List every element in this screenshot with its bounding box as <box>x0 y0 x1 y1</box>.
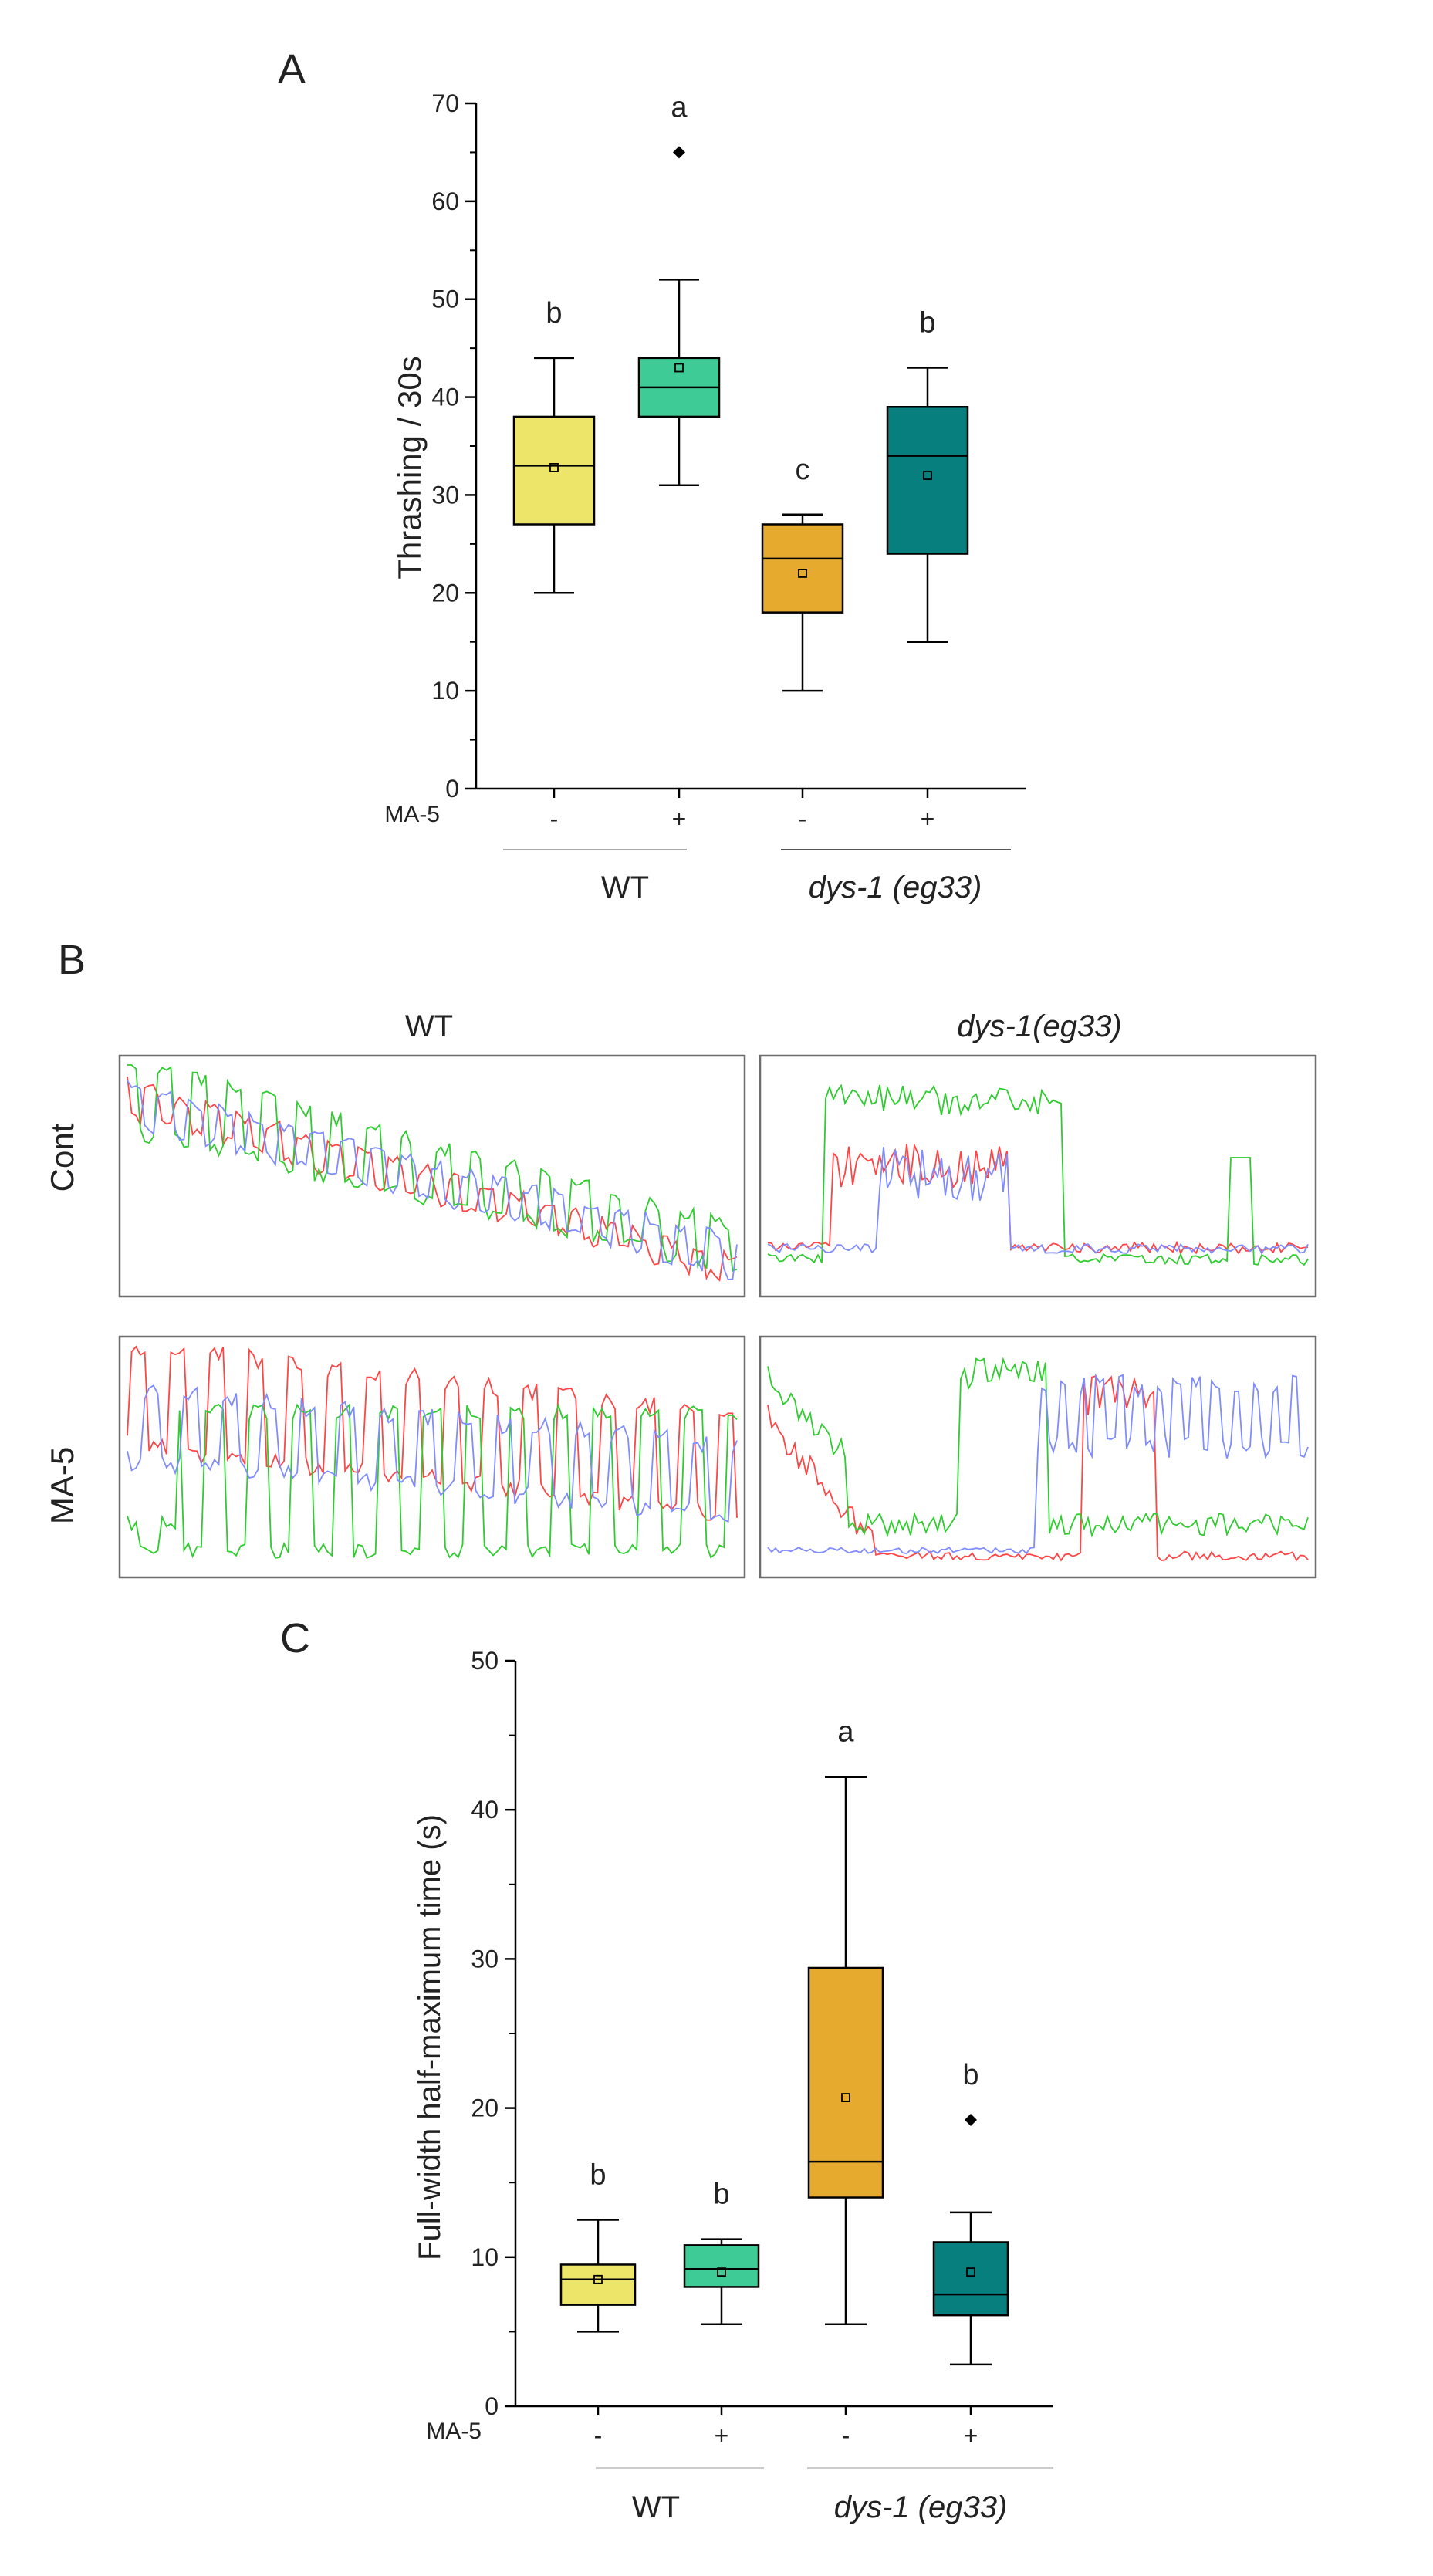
panel-a-group-label-dys1: dys-1 (eg33) <box>809 870 982 904</box>
significance-letter: c <box>796 454 810 486</box>
panel-c-treatment-label-2: + <box>715 2422 729 2449</box>
trace-wt-cont-series-2 <box>127 1064 738 1273</box>
significance-letter: b <box>546 297 562 330</box>
panel-c-box-group-4: b <box>932 2059 1009 2366</box>
panel-a-y-tick-label-40: 40 <box>431 384 459 411</box>
trace-dys1-ma5-series-1 <box>767 1375 1309 1562</box>
trace-panel-dys1-cont <box>759 1054 1317 1298</box>
outlier-point <box>965 2114 977 2127</box>
mean-marker <box>966 2267 975 2277</box>
panel-a-y-tick-label-50: 50 <box>431 286 459 313</box>
panel-c-row-label: MA-5 <box>426 2419 482 2444</box>
box-iqr <box>807 1966 884 2199</box>
trace-wt-ma5-series-2 <box>127 1402 738 1559</box>
panel-c-y-tick-label-50: 50 <box>471 1647 499 1675</box>
panel-a-boxes: b a c b <box>512 91 969 692</box>
panel-a-y-tick-label-30: 30 <box>431 481 459 509</box>
panel-c-y-tick-label-40: 40 <box>471 1796 499 1824</box>
mean-marker <box>841 2093 850 2102</box>
panel-b-row-label-ma5: MA-5 <box>44 1447 80 1524</box>
trace-wt-ma5-series-1 <box>127 1345 738 1521</box>
trace-wt-cont-series-3 <box>127 1080 738 1280</box>
trace-panel-wt-cont <box>118 1054 746 1298</box>
panel-c-box-group-2: b <box>683 2179 760 2325</box>
panel-a-letter: A <box>278 46 306 93</box>
trace-wt-cont-series-1 <box>127 1077 738 1282</box>
panel-c-treatment-label-3: - <box>842 2422 850 2449</box>
mean-marker <box>549 463 559 472</box>
panel-a-y-tick-label-60: 60 <box>431 188 459 215</box>
trace-panel-dys1-ma5 <box>759 1335 1317 1579</box>
significance-letter: b <box>590 2159 606 2192</box>
panel-b-letter: B <box>58 937 86 983</box>
trace-wt-ma5-series-3 <box>127 1384 738 1523</box>
panel-a-treatment-label-2: + <box>672 805 687 833</box>
panel-a: A Thrashing / 30s 0 10 20 30 40 50 60 70 b a c b M… <box>278 46 1026 904</box>
panel-c-box-group-1: b <box>559 2159 637 2333</box>
box-iqr <box>932 2241 1009 2317</box>
panel-c-letter: C <box>280 1615 310 1662</box>
panel-b: B WT dys-1(eg33) Cont MA-5 <box>44 937 1317 1579</box>
panel-c-y-tick-label-30: 30 <box>471 1945 499 1973</box>
trace-dys1-cont-series-1 <box>767 1142 1309 1256</box>
panel-a-y-tick-label-0: 0 <box>445 775 459 803</box>
panel-a-row-label: MA-5 <box>384 802 440 827</box>
panel-a-y-axis-label: Thrashing / 30s <box>391 356 428 580</box>
panel-c-box-group-3: a <box>807 1716 884 2325</box>
panel-c-treatment-label-4: + <box>964 2422 978 2449</box>
panel-a-box-group-2: a <box>637 91 721 486</box>
panel-c-y-axis: 0 10 20 30 40 50 <box>471 1647 1053 2420</box>
panel-a-treatment-label-1: - <box>550 805 559 833</box>
mean-marker <box>923 471 932 480</box>
outlier-point <box>673 146 685 159</box>
trace-dys1-ma5-series-3 <box>767 1373 1309 1555</box>
trace-panel-wt-ma5 <box>118 1335 746 1579</box>
panel-a-y-tick-label-70: 70 <box>431 90 459 117</box>
panel-b-row-label-cont: Cont <box>44 1123 80 1192</box>
panel-a-box-group-4: b <box>886 307 969 643</box>
significance-letter: a <box>671 91 688 123</box>
mean-marker <box>674 363 684 373</box>
trace-dys1-cont-series-2 <box>767 1083 1309 1266</box>
box-iqr <box>559 2263 637 2306</box>
panel-c-y-tick-label-10: 10 <box>471 2243 499 2271</box>
significance-letter: a <box>837 1716 854 1749</box>
box-iqr <box>761 523 844 614</box>
box-iqr <box>886 406 969 555</box>
panel-b-column-label-wt: WT <box>405 1009 453 1043</box>
panel-a-treatment-label-4: + <box>921 805 935 833</box>
panel-a-box-group-3: c <box>761 454 844 692</box>
box-iqr <box>512 415 596 526</box>
panel-a-y-tick-label-20: 20 <box>431 579 459 607</box>
panel-a-y-tick-label-10: 10 <box>431 677 459 705</box>
panel-b-traces <box>127 1064 1309 1562</box>
panel-c-y-tick-label-0: 0 <box>485 2392 499 2420</box>
panel-b-column-label-dys1: dys-1(eg33) <box>957 1009 1121 1043</box>
significance-letter: b <box>962 2059 978 2091</box>
panel-c-y-tick-label-20: 20 <box>471 2094 499 2122</box>
panel-c-group-label-dys1: dys-1 (eg33) <box>834 2490 1008 2524</box>
panel-c-group-label-wt: WT <box>632 2490 680 2524</box>
panel-c-boxes: b b a b <box>559 1716 1009 2366</box>
mean-marker <box>798 569 807 578</box>
trace-dys1-ma5-series-2 <box>767 1357 1309 1538</box>
panel-c: C Full-width half-maximum time (s) 0 10 20… <box>280 1615 1053 2524</box>
panel-c-treatment-label-1: - <box>594 2422 603 2449</box>
mean-marker <box>717 2267 726 2277</box>
panel-a-y-axis: 0 10 20 30 40 50 60 70 <box>431 90 1026 803</box>
panel-a-treatment-label-3: - <box>799 805 807 833</box>
trace-dys1-cont-series-3 <box>767 1147 1309 1255</box>
panel-a-box-group-1: b <box>512 297 596 594</box>
box-iqr <box>683 2244 760 2288</box>
significance-letter: b <box>919 307 935 340</box>
panel-c-y-axis-label: Full-width half-maximum time (s) <box>413 1814 447 2260</box>
panel-a-group-label-wt: WT <box>601 870 649 904</box>
mean-marker <box>593 2274 603 2284</box>
significance-letter: b <box>713 2179 729 2211</box>
